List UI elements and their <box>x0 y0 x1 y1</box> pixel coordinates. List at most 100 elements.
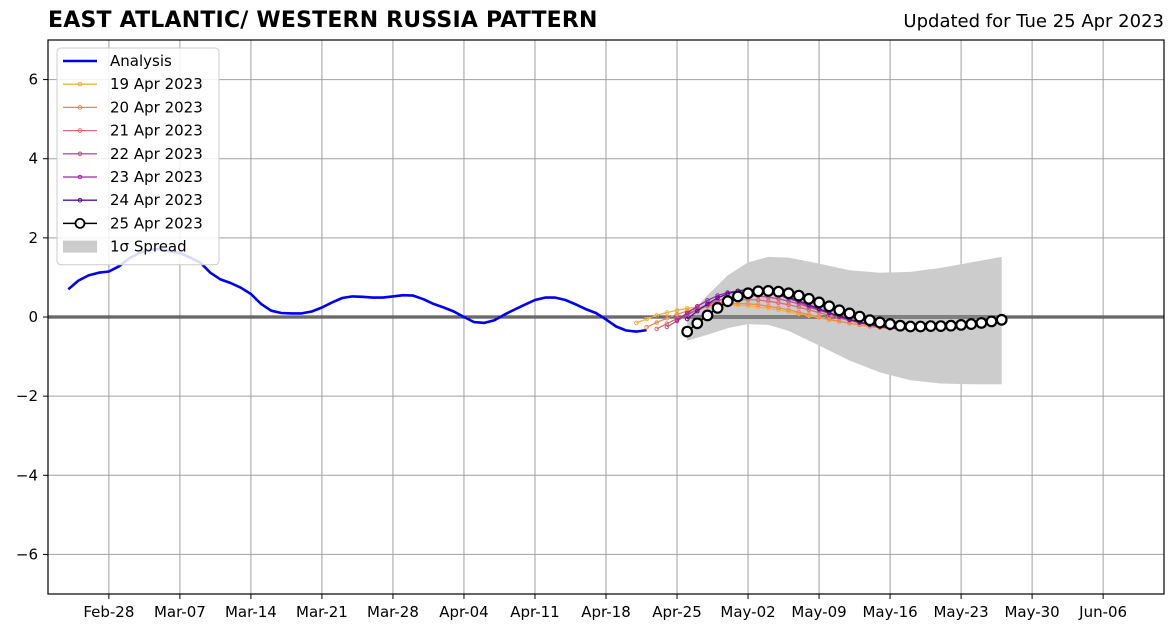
legend-label: Analysis <box>110 52 172 70</box>
current-forecast-point <box>945 319 957 332</box>
current-forecast-point <box>762 285 775 297</box>
current-forecast-point <box>721 295 734 308</box>
forecast-point <box>634 320 639 326</box>
current-forecast-point <box>742 287 754 300</box>
current-forecast-point <box>792 289 805 302</box>
forecast-point <box>705 301 710 307</box>
y-tick-label: 2 <box>28 229 38 247</box>
forecast-point <box>664 324 670 330</box>
forecast-point <box>766 304 771 309</box>
legend-swatch-marker <box>77 81 83 87</box>
current-forecast-point <box>803 292 815 305</box>
x-tick-label: Mar-28 <box>367 603 419 621</box>
current-forecast-point <box>681 325 694 338</box>
current-forecast-point <box>985 315 998 328</box>
x-tick-label: Apr-25 <box>652 603 702 621</box>
current-forecast-point <box>772 285 785 298</box>
forecast-point <box>674 317 680 323</box>
forecast-point <box>745 301 751 307</box>
legend-swatch-marker <box>77 151 83 157</box>
current-forecast-point <box>965 318 978 331</box>
current-forecast-point <box>924 320 937 333</box>
current-forecast-point <box>701 309 714 322</box>
x-tick-label: May-30 <box>1004 603 1059 621</box>
x-tick-label: May-16 <box>862 603 917 621</box>
current-forecast-point <box>823 300 836 313</box>
current-forecast-point <box>782 287 795 300</box>
forecast-point <box>695 304 700 309</box>
current-forecast-point <box>691 317 704 330</box>
y-tick-label: −6 <box>16 545 38 563</box>
legend-label: 24 Apr 2023 <box>110 191 203 209</box>
current-forecast-point <box>732 290 744 303</box>
current-forecast-point <box>894 319 907 332</box>
y-tick-label: 6 <box>28 71 38 89</box>
current-forecast-point <box>975 317 988 329</box>
x-tick-label: Apr-18 <box>581 603 631 621</box>
current-forecast-point <box>914 320 927 333</box>
x-tick-label: May-09 <box>791 603 846 621</box>
forecast-point <box>664 310 670 315</box>
forecast-point <box>644 316 649 322</box>
forecast-point <box>715 295 720 301</box>
x-tick-label: Apr-04 <box>439 603 489 621</box>
current-forecast-point <box>955 319 967 331</box>
legend-swatch-marker <box>77 197 83 203</box>
legend-swatch-marker <box>77 174 83 180</box>
spread-band <box>687 256 1002 385</box>
y-tick-label: −4 <box>16 466 38 484</box>
forecast-point <box>684 310 690 316</box>
forecast-point <box>796 310 802 315</box>
forecast-point <box>786 307 791 313</box>
forecast-point <box>695 308 700 314</box>
legend-swatch <box>63 240 97 253</box>
current-forecast-layer <box>681 285 1008 338</box>
chart-title: EAST ATLANTIC/ WESTERN RUSSIA PATTERN <box>48 8 598 33</box>
legend: Analysis 19 Apr 2023 20 Apr 2023 21 Apr 202… <box>56 47 220 266</box>
forecast-point <box>654 320 660 325</box>
forecast-point <box>776 305 781 311</box>
forecast-point <box>664 315 670 321</box>
legend-label: 21 Apr 2023 <box>110 122 203 140</box>
x-tick-label: Apr-11 <box>510 603 560 621</box>
spread-layer <box>687 256 1002 385</box>
chart-subtitle: Updated for Tue 25 Apr 2023 <box>903 11 1164 32</box>
x-tick-label: Mar-21 <box>296 603 348 621</box>
current-forecast-point <box>884 318 896 331</box>
legend-swatch-marker <box>77 128 83 133</box>
legend-swatch-marker <box>74 217 86 229</box>
forecast-point <box>816 314 822 320</box>
x-tick-label: May-02 <box>720 603 775 621</box>
x-tick-label: Mar-14 <box>225 603 277 621</box>
forecast-point <box>654 326 660 332</box>
legend-box <box>56 47 220 266</box>
x-tick-label: May-23 <box>933 603 988 621</box>
y-tick-label: 4 <box>28 150 38 168</box>
legend-label: 20 Apr 2023 <box>110 98 203 116</box>
current-forecast-point <box>853 310 866 323</box>
current-forecast-point <box>833 304 846 317</box>
current-forecast-point <box>995 313 1008 326</box>
current-forecast-point <box>843 307 856 320</box>
forecast-point <box>654 313 660 318</box>
current-forecast-point <box>863 314 876 327</box>
current-forecast-point <box>874 316 886 329</box>
legend-swatch-marker <box>77 105 83 110</box>
y-tick-label: 0 <box>28 308 38 326</box>
forecast-point <box>806 312 812 317</box>
tick-layer: Feb-28 Mar-07 Mar-14 Mar-21 Mar-28 Apr-04 Apr-… <box>16 71 1127 621</box>
x-tick-label: Feb-28 <box>83 603 134 621</box>
x-tick-label: Jun-06 <box>1078 603 1127 621</box>
forecast-point <box>684 306 690 311</box>
current-forecast-point <box>711 302 724 314</box>
current-forecast-point <box>752 285 765 298</box>
x-tick-label: Mar-07 <box>154 603 206 621</box>
forecast-point <box>684 316 690 322</box>
legend-label: 19 Apr 2023 <box>110 75 203 93</box>
current-forecast-point <box>813 296 825 309</box>
legend-label: 1σ Spread <box>110 238 187 256</box>
forecast-point <box>674 311 680 317</box>
forecast-point <box>755 302 761 308</box>
legend-label: 25 Apr 2023 <box>110 214 203 232</box>
